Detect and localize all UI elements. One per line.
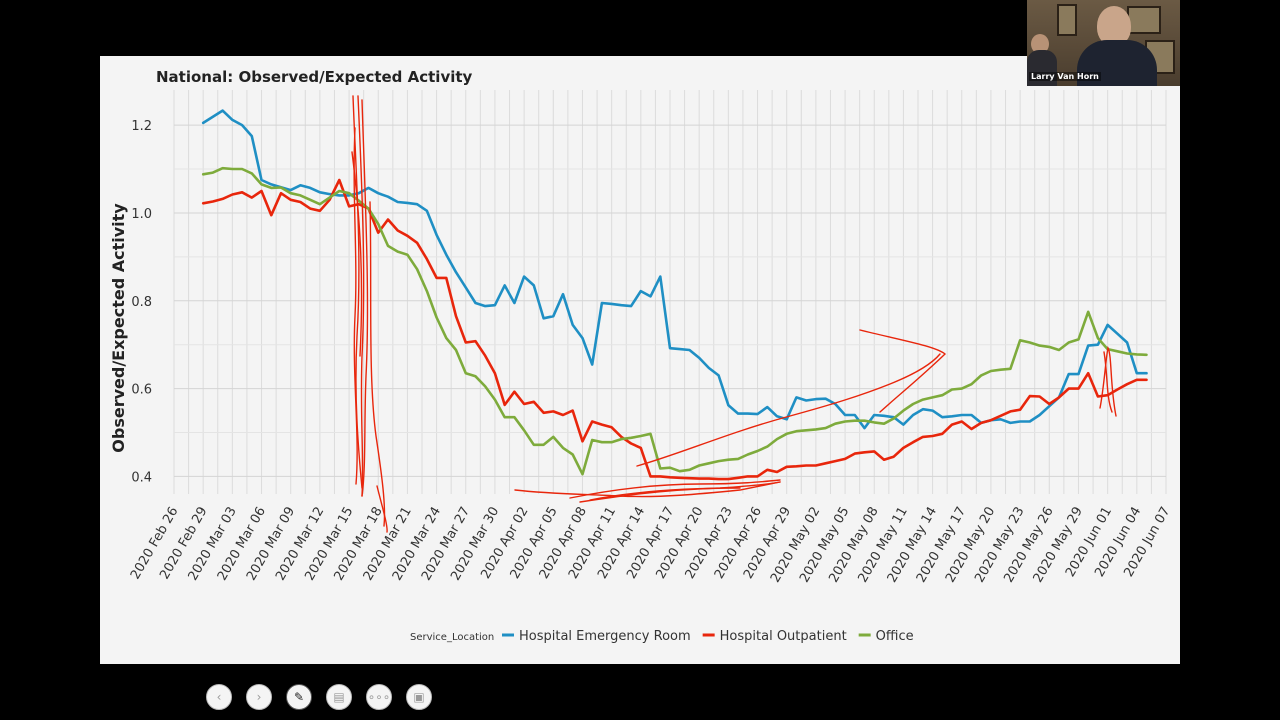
line-chart: National: Observed/Expected Activity Obs…: [109, 68, 1173, 644]
chevron-left-icon: ‹: [216, 690, 222, 704]
wall-frame: [1127, 6, 1161, 34]
attendee-body: [1027, 50, 1057, 86]
wall-frame: [1057, 4, 1077, 36]
pen-tool-button[interactable]: ✎: [286, 684, 312, 710]
next-slide-button[interactable]: ›: [246, 684, 272, 710]
chevron-right-icon: ›: [256, 690, 262, 704]
presentation-slide: National: Observed/Expected Activity Obs…: [100, 56, 1180, 710]
legend-title: Service_Location: [410, 632, 494, 643]
y-axis-label: Observed/Expected Activity: [109, 203, 128, 453]
speaker-head: [1097, 6, 1131, 46]
presenter-video-thumbnail[interactable]: Larry Van Horn: [1027, 0, 1180, 86]
y-tick-label: 0.8: [131, 295, 152, 310]
series-line-office: [201, 166, 1148, 476]
more-options-button[interactable]: ∘∘∘: [366, 684, 392, 710]
series-line-hospital-emergency-room: [201, 109, 1148, 430]
slides-overview-button[interactable]: ▤: [326, 684, 352, 710]
slides-icon: ▤: [333, 690, 345, 704]
pen-icon: ✎: [293, 690, 305, 704]
y-tick-label: 1.0: [131, 207, 152, 222]
pen-annotations: [351, 95, 1117, 533]
chart-title: National: Observed/Expected Activity: [156, 68, 473, 86]
speaker-name-label: Larry Van Horn: [1029, 72, 1101, 81]
y-tick-label: 1.2: [131, 119, 152, 134]
attendee-head: [1031, 34, 1049, 54]
legend-label: Hospital Emergency Room: [519, 629, 691, 644]
presenter-view-button[interactable]: ▣: [406, 684, 432, 710]
legend-label: Hospital Outpatient: [720, 629, 847, 644]
y-tick-label: 0.4: [131, 470, 152, 485]
previous-slide-button[interactable]: ‹: [206, 684, 232, 710]
legend: Service_Location Hospital Emergency Room…: [410, 629, 914, 644]
presenter-icon: ▣: [413, 690, 425, 704]
ellipsis-icon: ∘∘∘: [367, 690, 391, 704]
y-tick-label: 0.6: [131, 383, 152, 398]
series-line-hospital-outpatient: [201, 178, 1148, 481]
slideshow-toolbar: ‹ › ✎ ▤ ∘∘∘ ▣: [206, 684, 432, 712]
speaker-body: [1077, 40, 1157, 86]
legend-label: Office: [876, 629, 914, 644]
